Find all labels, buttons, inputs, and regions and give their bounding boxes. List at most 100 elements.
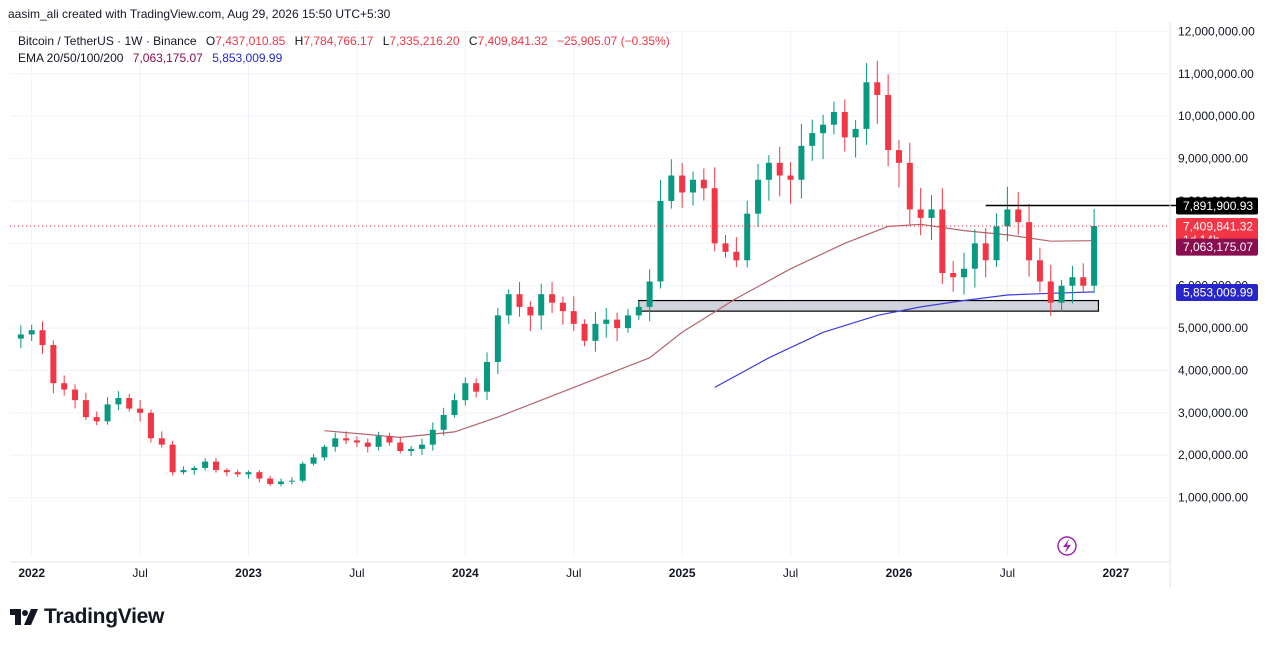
candle-body — [700, 179, 707, 189]
candle-body — [993, 226, 1000, 261]
price-chart[interactable]: 2022 Jul 2023 Jul 2024 Jul 2025 Jul 2026 Jul 2027 … — [0, 22, 1281, 592]
candle — [494, 307, 501, 375]
candle-body — [202, 461, 209, 468]
price-label: 7,063,175.07 — [1176, 238, 1258, 256]
y-tick-label: 5,000,000.00 — [1178, 321, 1248, 335]
candle — [353, 436, 360, 447]
candle-body — [549, 294, 556, 303]
candle — [798, 123, 805, 199]
candle-body — [1047, 281, 1054, 303]
candle — [332, 432, 339, 452]
price-label-text: 5,853,009.99 — [1183, 285, 1253, 299]
candle — [755, 163, 762, 227]
candle-body — [72, 389, 79, 401]
candle — [917, 187, 924, 236]
candle — [939, 188, 946, 284]
candle — [343, 431, 350, 445]
candle — [679, 163, 686, 208]
candle-body — [288, 480, 295, 482]
candle-body — [744, 213, 751, 261]
candle-body — [830, 111, 837, 125]
candle-body — [516, 294, 523, 307]
candle — [408, 445, 415, 457]
tradingview-logo[interactable]: TradingView — [10, 602, 164, 632]
candle — [581, 319, 588, 347]
candle-body — [527, 306, 534, 316]
candle-body — [917, 209, 924, 218]
candle-body — [115, 398, 122, 405]
candle-body — [353, 440, 360, 443]
candle — [473, 378, 480, 398]
candle-body — [982, 243, 989, 261]
candle-body — [689, 179, 696, 193]
lightning-event-icon[interactable] — [1057, 536, 1077, 556]
candle — [212, 457, 219, 473]
ema-200-value: 5,853,009.99 — [212, 51, 283, 65]
candle — [1047, 264, 1054, 316]
logo-text: TradingView — [44, 605, 165, 628]
x-tick-label: Jul — [132, 566, 147, 580]
candle-body — [473, 383, 480, 392]
candle — [429, 422, 436, 451]
ema-label: EMA 20/50/100/200 — [18, 51, 124, 65]
candle — [1058, 279, 1065, 312]
price-labels-layer: 7,891,900.937,409,841.321d 14h7,063,175.… — [1176, 197, 1258, 301]
candle — [39, 321, 46, 354]
candle-body — [17, 334, 24, 339]
candle-body — [895, 150, 902, 163]
candle — [570, 296, 577, 332]
candle-body — [364, 442, 371, 447]
candle — [1036, 247, 1043, 293]
y-tick-label: 4,000,000.00 — [1178, 363, 1248, 377]
price-label-box — [1176, 238, 1258, 256]
candle-body — [939, 209, 946, 273]
x-tick-label: 2027 — [1102, 566, 1129, 580]
candle — [744, 200, 751, 268]
candle — [321, 444, 328, 461]
candle-body — [386, 436, 393, 443]
candle — [603, 307, 610, 338]
x-tick-label: Jul — [566, 566, 581, 580]
ema-100-value: 7,063,175.07 — [132, 51, 203, 65]
candle — [484, 352, 491, 401]
candle — [646, 269, 653, 322]
x-axis: 2022 Jul 2023 Jul 2024 Jul 2025 Jul 2026 Jul 2027 — [10, 561, 1170, 580]
candle — [722, 234, 729, 258]
candle-body — [722, 243, 729, 252]
candle — [614, 312, 621, 342]
candle-body — [408, 448, 415, 451]
candle-body — [559, 302, 566, 312]
candle-body — [776, 162, 783, 176]
candle — [592, 311, 599, 352]
candle-body — [787, 175, 794, 180]
candle-body — [82, 400, 89, 418]
candle-body — [635, 306, 642, 316]
candle-body — [733, 251, 740, 261]
candle-body — [614, 319, 621, 329]
candle-body — [429, 429, 436, 445]
candle-body — [147, 412, 154, 439]
candle — [1026, 203, 1033, 277]
candle-body — [961, 268, 968, 278]
tradingview-logo-icon — [10, 609, 38, 625]
candle — [147, 409, 154, 443]
candle — [787, 162, 794, 204]
price-label-text: 7,063,175.07 — [1183, 240, 1253, 254]
candle-body — [874, 82, 881, 95]
candle-body — [679, 175, 686, 193]
candle — [462, 377, 469, 406]
candle — [961, 252, 968, 295]
candle — [1004, 186, 1011, 242]
candle — [971, 229, 978, 288]
candle — [657, 179, 664, 289]
candle-body — [971, 243, 978, 269]
candle — [288, 477, 295, 485]
candle-body — [321, 446, 328, 458]
candle — [364, 438, 371, 453]
x-tick-label: Jul — [349, 566, 364, 580]
candle-body — [841, 111, 848, 138]
candle — [418, 438, 425, 456]
candle-body — [180, 470, 187, 473]
candle — [28, 324, 35, 342]
chart-attribution: aasim_ali created with TradingView.com, … — [8, 7, 391, 21]
